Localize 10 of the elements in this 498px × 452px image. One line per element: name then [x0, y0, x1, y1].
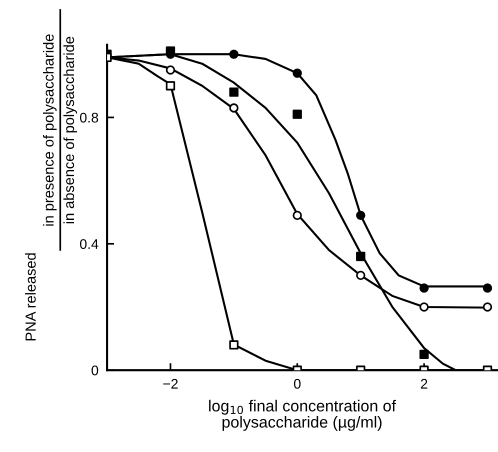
- text: in absence of polysaccharide: [63, 36, 78, 224]
- x-tick-label: −2: [163, 378, 178, 389]
- x-tick-label: 0: [294, 378, 301, 389]
- y-tick-label: 0.8: [80, 112, 98, 123]
- y-axis-title: PNA released: [25, 253, 36, 340]
- x-axis-title: log$_{10}$ final concentration of polysaccharide (µg/ml): [209, 400, 396, 431]
- text: in presence of polysaccharide: [43, 34, 57, 226]
- y-tick-label: 0.4: [80, 239, 98, 249]
- y-tick-label: 0: [92, 366, 98, 376]
- x-tick-label: 2: [420, 378, 428, 389]
